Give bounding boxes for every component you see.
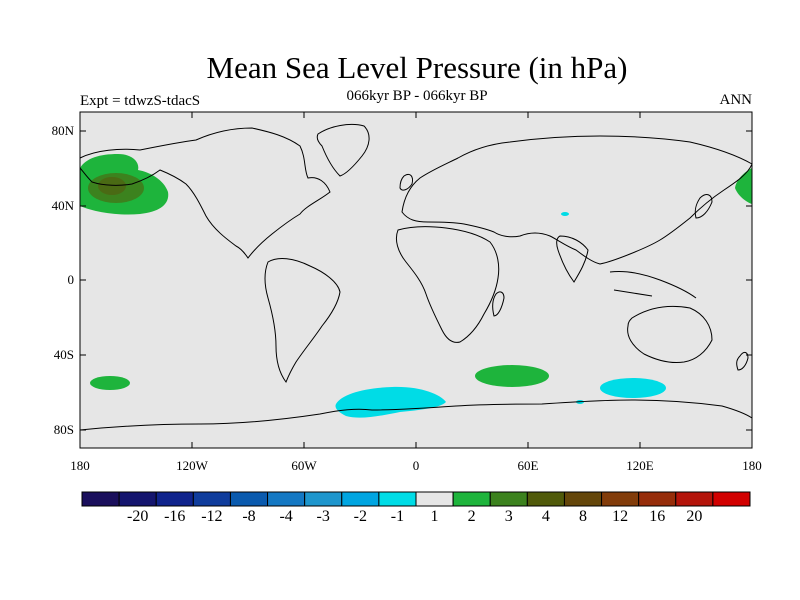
colorbar-swatch [638,491,677,507]
experiment-label: Expt = tdwzS-tdacS [80,93,201,109]
plot-subtitle: 066kyr BP - 066kyr BP [346,88,488,104]
season-label: ANN [719,92,753,108]
colorbar-swatch [601,491,640,507]
colorbar-swatch [81,491,120,507]
coastline-japan [694,194,713,219]
coastline-south-america [264,258,341,384]
anomaly-south-atlantic [335,386,446,418]
colorbar-label: 12 [612,508,629,525]
coastline-australia [627,305,713,363]
colorbar-label: -16 [164,508,186,525]
colorbar-swatch [675,491,714,507]
coastline-india [556,235,589,283]
lat-label-40n: 40N [51,198,74,213]
colorbar-swatch [229,491,269,507]
colorbar-label: 4 [541,508,550,525]
anomaly-south-indian [475,365,549,387]
colorbar-swatch [378,491,417,507]
lon-label-180w: 180 [70,458,90,473]
lat-ticks [80,130,752,431]
colorbar-swatch [489,491,528,507]
colorbar-label: 2 [467,508,476,525]
plot-title: Mean Sea Level Pressure (in hPa) [206,50,628,85]
colorbar-label: 20 [686,508,703,525]
colorbar-label: -20 [126,508,149,525]
anomaly-north-pacific-inner [98,177,126,195]
lat-label-40s: 40S [53,347,74,362]
lon-label-60e: 60E [517,458,539,473]
lon-label-0: 0 [412,458,420,473]
anomaly-south-pacific [90,376,130,390]
colorbar-swatch [341,491,380,507]
colorbar-label: -3 [316,508,330,525]
colorbar-label: 16 [649,508,666,525]
lon-label-180e: 180 [742,458,762,473]
colorbar-swatch [192,491,231,507]
anomaly-south-australia [600,378,666,398]
colorbar-swatch [155,491,194,507]
lon-ticks [79,112,753,448]
colorbar-label: 1 [430,508,439,525]
lat-label-80n: 80N [51,123,74,138]
lon-label-120w: 120W [176,458,208,473]
colorbar-label: 3 [504,508,513,525]
lon-label-60w: 60W [291,458,317,473]
colorbar-label: -1 [390,508,405,525]
coastlines [79,123,753,431]
anomaly-patches [80,154,752,418]
coastline-madagascar [492,291,505,317]
colorbar-swatch [563,491,603,507]
lat-label-0: 0 [67,272,75,287]
colorbar-label: 8 [579,508,587,525]
colorbar-label: -4 [279,508,293,525]
colorbar-label: -2 [353,508,367,525]
colorbar-label: -12 [201,508,223,525]
colorbar-swatch [267,491,306,507]
coastline-indonesia [609,271,697,299]
lon-label-120e: 120E [626,458,654,473]
coastline-eurasia [401,135,753,265]
coastline-new-zealand [736,351,749,371]
lat-label-80s: 80S [53,422,74,437]
colorbar-label: -8 [242,508,256,525]
colorbar-swatch [415,491,454,507]
coastline-north-america [79,127,331,259]
anomaly-speck-1 [561,212,569,216]
coastline-britain [399,173,413,191]
coastline-antarctica [79,399,753,431]
colorbar-swatch [304,491,343,507]
colorbar-swatch [526,491,565,507]
coastline-africa [395,226,500,343]
colorbar-swatch [118,491,157,507]
coastline-greenland [316,123,370,177]
colorbar-swatch [712,491,751,507]
colorbar-swatch [452,491,491,507]
anomaly-northwest-pacific [735,168,752,204]
